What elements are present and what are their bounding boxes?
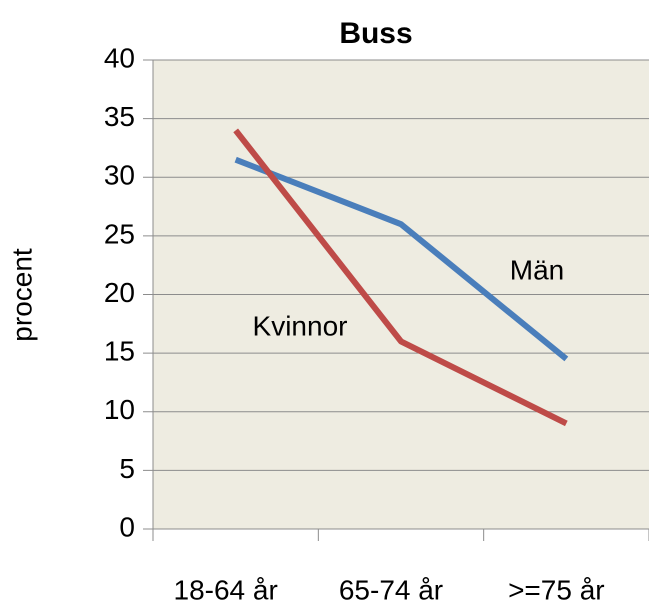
- series-line: [234, 156, 569, 362]
- y-tick-label: 5: [119, 453, 135, 484]
- chart-title: Buss: [339, 17, 412, 50]
- y-tick-label: 30: [104, 160, 135, 191]
- y-axis-label: procent: [6, 248, 37, 342]
- y-tick-label: 25: [104, 218, 135, 249]
- y-tick-label: 20: [104, 277, 135, 308]
- x-tick-label: >=75 år: [508, 574, 605, 605]
- y-tick-label: 10: [104, 394, 135, 425]
- y-tick-label: 40: [104, 42, 135, 73]
- y-tick-label: 0: [119, 511, 135, 542]
- y-tick-label: 15: [104, 336, 135, 367]
- x-tick-label: 18-64 år: [174, 574, 278, 605]
- x-tick-label: 65-74 år: [339, 574, 443, 605]
- y-tick-label: 35: [104, 101, 135, 132]
- series-label: Män: [510, 254, 564, 285]
- series-line: [233, 128, 568, 427]
- series-label: Kvinnor: [253, 310, 348, 341]
